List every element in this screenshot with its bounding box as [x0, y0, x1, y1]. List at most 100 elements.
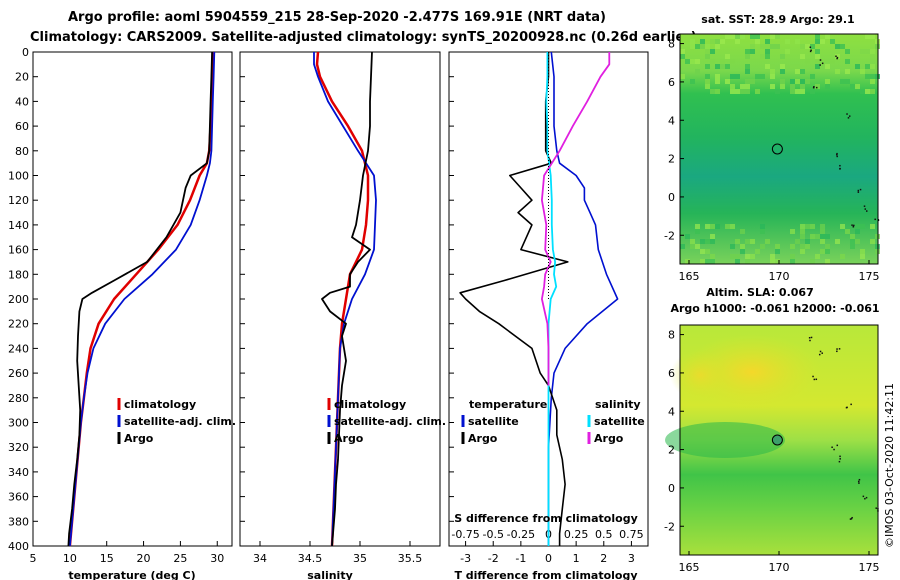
coast-dot — [808, 337, 811, 339]
sst-pixel — [765, 64, 770, 69]
legend-label-argo: Argo — [124, 432, 154, 445]
coast-dot — [866, 210, 868, 212]
sst-pixel — [820, 234, 825, 239]
sst-pixel — [815, 84, 820, 89]
sst-pixel — [770, 259, 775, 264]
x-tick-label: 34 — [253, 552, 267, 565]
coast-dot — [838, 348, 841, 350]
coast-dot — [836, 56, 839, 59]
sst-pixel — [705, 239, 710, 244]
coast-dot — [810, 336, 813, 339]
depth-tick-label: 360 — [8, 491, 29, 504]
sst-pixel — [835, 69, 840, 74]
sst-pixel — [780, 79, 785, 84]
map-lon-label: 165 — [679, 561, 700, 574]
coast-dot — [819, 350, 822, 353]
x-tick-label: 5 — [30, 552, 37, 565]
coast-dot — [836, 444, 839, 447]
sst-pixel — [810, 259, 815, 264]
sst-pixel — [870, 89, 875, 94]
s-diff-tick-label: -0.75 — [451, 528, 479, 541]
sst-pixel — [820, 39, 825, 44]
sst-pixel — [710, 49, 715, 54]
sst-pixel — [775, 89, 780, 94]
sst-map-ticks: 165 170 175 -2 0 2 4 6 8 — [664, 38, 879, 283]
sst-pixel — [710, 239, 715, 244]
depth-tick-label: 220 — [8, 318, 29, 331]
coast-dot — [836, 348, 838, 350]
coast-dot — [857, 191, 860, 193]
sst-pixel — [715, 89, 720, 94]
sst-pixel — [835, 239, 840, 244]
difference-lines — [459, 51, 619, 546]
sst-pixel — [860, 69, 865, 74]
depth-tick-label: 80 — [15, 145, 29, 158]
sst-pixel — [795, 64, 800, 69]
sst-pixel — [790, 259, 795, 264]
sst-coastline-dots — [809, 46, 880, 228]
sst-pixel — [710, 39, 715, 44]
sst-pixel — [760, 229, 765, 234]
coast-dot — [858, 478, 861, 481]
sst-pixel — [815, 39, 820, 44]
sst-pixel — [800, 44, 805, 49]
difference-panel: -3 -2 -1 0 1 2 3 -0.75 -0.5 -0.25 0 0.25 0.5 0.75 S … — [448, 51, 649, 580]
sst-pixel — [800, 79, 805, 84]
depth-tick-label: 380 — [8, 515, 29, 528]
sst-pixel — [745, 64, 750, 69]
depth-tick-label: 0 — [22, 46, 29, 59]
sst-pixel — [870, 224, 875, 229]
coast-dot — [874, 218, 876, 221]
sst-pixel — [775, 259, 780, 264]
temperature-lines — [67, 51, 216, 547]
sst-pixel — [695, 69, 700, 74]
coast-dot — [853, 224, 855, 227]
sst-pixel — [735, 39, 740, 44]
map-lon-label: 170 — [769, 561, 790, 574]
sla-map-panel: Altim. SLA: 0.067 Argo h1000: -0.061 h20… — [664, 286, 880, 574]
sst-pixel — [860, 49, 865, 54]
sst-pixel — [830, 39, 835, 44]
sla-map-title-2: Argo h1000: -0.061 h2000: -0.061 — [670, 302, 879, 315]
x-tick-label: 25 — [173, 552, 187, 565]
sst-map-panel: sat. SST: 28.9 Argo: 29.1 165 170 175 -2 0 2 4… — [664, 13, 880, 283]
sst-pixel — [690, 79, 695, 84]
coast-dot — [809, 46, 812, 49]
sst-pixel — [725, 64, 730, 69]
sst-pixel — [865, 74, 870, 79]
sst-pixel — [730, 59, 735, 64]
sst-pixel — [825, 244, 830, 249]
sst-pixel — [800, 229, 805, 234]
coast-dot — [862, 495, 865, 498]
sst-pixel — [800, 89, 805, 94]
sst-pixel — [795, 79, 800, 84]
sst-pixel — [735, 259, 740, 264]
depth-tick-label: 40 — [15, 95, 29, 108]
sla-coastline-dots — [808, 336, 879, 520]
sst-pixel — [745, 49, 750, 54]
map-lat-label: 2 — [668, 153, 675, 166]
sst-pixel — [860, 89, 865, 94]
sst-pixel — [705, 79, 710, 84]
sst-pixel — [805, 79, 810, 84]
coast-dot — [851, 224, 853, 226]
sst-pixel — [680, 74, 685, 79]
legend-title-salinity: salinity — [595, 398, 641, 411]
sst-pixel — [755, 34, 760, 39]
sst-pixel — [825, 79, 830, 84]
sst-pixel — [700, 259, 705, 264]
sst-pixel — [690, 239, 695, 244]
s-diff-tick-label: 0.25 — [564, 528, 589, 541]
sst-pixel — [775, 244, 780, 249]
sst-pixel — [740, 229, 745, 234]
sst-pixel — [845, 79, 850, 84]
sst-pixel — [865, 49, 870, 54]
x-tick-label: 3 — [628, 552, 635, 565]
temperature-tick-labels: 5 10 15 20 25 30 — [30, 541, 224, 565]
sst-pixel — [690, 244, 695, 249]
coast-dot — [863, 205, 866, 207]
coast-dot — [836, 153, 838, 156]
sst-pixel — [825, 84, 830, 89]
sst-pixel — [770, 69, 775, 74]
